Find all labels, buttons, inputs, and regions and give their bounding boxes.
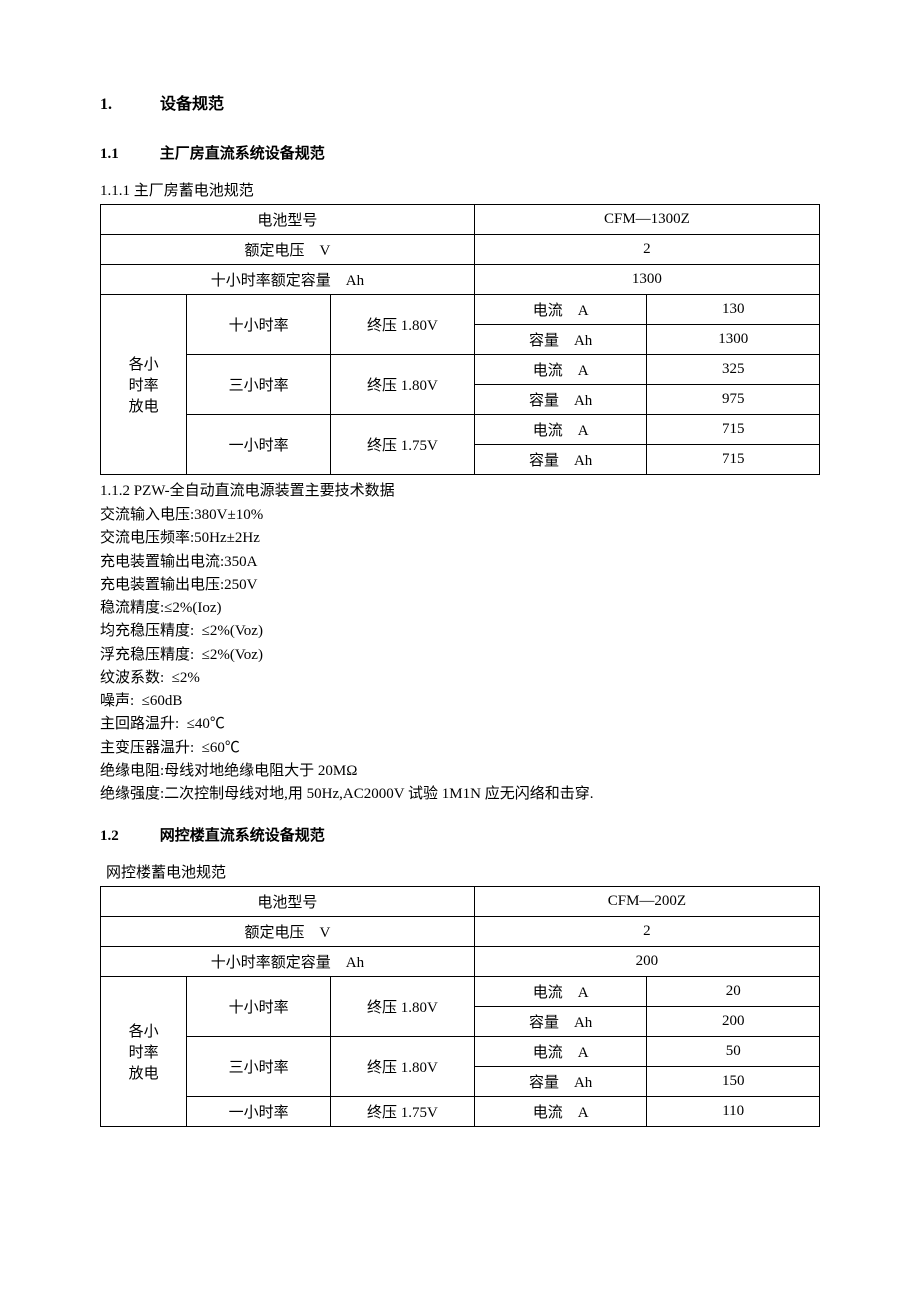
cell-10h-capacity-value: 1300 [474, 265, 819, 295]
spec-line: 稳流精度:≤2%(Ioz) [100, 597, 820, 620]
spec-line: 充电装置输出电压:250V [100, 574, 820, 597]
cell-discharge-group-label: 各小 时率 放电 [101, 977, 187, 1127]
cell-rate-10h: 十小时率 [187, 977, 331, 1037]
table-row: 十小时率额定容量 Ah 200 [101, 947, 820, 977]
heading-1-2-title: 网控楼直流系统设备规范 [160, 828, 325, 844]
cell-current-label: 电流 A [474, 415, 647, 445]
spec-line: 主回路温升: ≤40℃ [100, 713, 820, 736]
cell-endvolt-180: 终压 1.80V [331, 977, 475, 1037]
table-row: 三小时率 终压 1.80V 电流 A 325 [101, 355, 820, 385]
spec-line: 噪声: ≤60dB [100, 690, 820, 713]
heading-1-1-title: 主厂房直流系统设备规范 [160, 146, 325, 162]
cell-current-label: 电流 A [474, 977, 647, 1007]
heading-1-1-number: 1.1 [100, 146, 156, 163]
heading-1-title: 设备规范 [160, 96, 224, 113]
cell-current-label: 电流 A [474, 295, 647, 325]
table-row: 十小时率额定容量 Ah 1300 [101, 265, 820, 295]
cell-rated-voltage-value: 2 [474, 917, 819, 947]
cell-battery-model-label: 电池型号 [101, 205, 475, 235]
pzw-spec-list: 交流输入电压:380V±10% 交流电压频率:50Hz±2Hz 充电装置输出电流… [100, 504, 820, 806]
heading-1-1-2: 1.1.2 PZW-全自动直流电源装置主要技术数据 [100, 479, 820, 500]
spec-line: 绝缘电阻:母线对地绝缘电阻大于 20MΩ [100, 760, 820, 783]
heading-1-1: 1.1 主厂房直流系统设备规范 [100, 142, 820, 163]
spec-line: 交流电压频率:50Hz±2Hz [100, 527, 820, 550]
cell-endvolt-175: 终压 1.75V [331, 415, 475, 475]
subheading-1-2: 网控楼蓄电池规范 [100, 861, 820, 882]
cell-endvolt-180: 终压 1.80V [331, 355, 475, 415]
heading-1-number: 1. [100, 96, 156, 114]
cell-current-label: 电流 A [474, 355, 647, 385]
cell-rate-1h: 一小时率 [187, 415, 331, 475]
cell-capacity-label: 容量 Ah [474, 1067, 647, 1097]
cell-10h-capacity-label: 十小时率额定容量 Ah [101, 947, 475, 977]
cell-capacity-label: 容量 Ah [474, 1007, 647, 1037]
spec-line: 均充稳压精度: ≤2%(Voz) [100, 620, 820, 643]
heading-1-2: 1.2 网控楼直流系统设备规范 [100, 824, 820, 845]
table-row: 额定电压 V 2 [101, 235, 820, 265]
spec-line: 绝缘强度:二次控制母线对地,用 50Hz,AC2000V 试验 1M1N 应无闪… [100, 783, 820, 806]
battery-spec-table-2: 电池型号 CFM—200Z 额定电压 V 2 十小时率额定容量 Ah 200 各… [100, 886, 820, 1127]
cell-capacity-label: 容量 Ah [474, 385, 647, 415]
cell-battery-model-value: CFM—1300Z [474, 205, 819, 235]
spec-line: 纹波系数: ≤2% [100, 667, 820, 690]
cell-current-label: 电流 A [474, 1097, 647, 1127]
cell-battery-model-label: 电池型号 [101, 887, 475, 917]
table-row: 电池型号 CFM—200Z [101, 887, 820, 917]
cell-10h-capacity-value: 200 [474, 947, 819, 977]
heading-1-1-1: 1.1.1 主厂房蓄电池规范 [100, 179, 820, 200]
cell-1h-current: 715 [647, 415, 820, 445]
table-row: 电池型号 CFM—1300Z [101, 205, 820, 235]
cell-rate-3h: 三小时率 [187, 1037, 331, 1097]
cell-3h-current: 325 [647, 355, 820, 385]
battery-spec-table-1: 电池型号 CFM—1300Z 额定电压 V 2 十小时率额定容量 Ah 1300… [100, 204, 820, 475]
cell-capacity-label: 容量 Ah [474, 325, 647, 355]
cell-10h-current: 20 [647, 977, 820, 1007]
cell-current-label: 电流 A [474, 1037, 647, 1067]
table-row: 三小时率 终压 1.80V 电流 A 50 [101, 1037, 820, 1067]
spec-line: 浮充稳压精度: ≤2%(Voz) [100, 644, 820, 667]
spec-line: 主变压器温升: ≤60℃ [100, 737, 820, 760]
cell-10h-current: 130 [647, 295, 820, 325]
cell-rated-voltage-value: 2 [474, 235, 819, 265]
heading-1: 1. 设备规范 [100, 90, 820, 114]
cell-1h-cap: 715 [647, 445, 820, 475]
heading-1-2-number: 1.2 [100, 828, 156, 845]
spec-line: 交流输入电压:380V±10% [100, 504, 820, 527]
cell-rate-3h: 三小时率 [187, 355, 331, 415]
table-row: 各小 时率 放电 十小时率 终压 1.80V 电流 A 130 [101, 295, 820, 325]
table-row: 一小时率 终压 1.75V 电流 A 110 [101, 1097, 820, 1127]
cell-capacity-label: 容量 Ah [474, 445, 647, 475]
table-row: 一小时率 终压 1.75V 电流 A 715 [101, 415, 820, 445]
cell-3h-cap: 150 [647, 1067, 820, 1097]
cell-endvolt-180: 终压 1.80V [331, 1037, 475, 1097]
table-row: 额定电压 V 2 [101, 917, 820, 947]
cell-10h-capacity-label: 十小时率额定容量 Ah [101, 265, 475, 295]
spec-line: 充电装置输出电流:350A [100, 551, 820, 574]
cell-1h-current: 110 [647, 1097, 820, 1127]
table-row: 各小 时率 放电 十小时率 终压 1.80V 电流 A 20 [101, 977, 820, 1007]
cell-rated-voltage-label: 额定电压 V [101, 917, 475, 947]
cell-10h-cap: 200 [647, 1007, 820, 1037]
cell-battery-model-value: CFM—200Z [474, 887, 819, 917]
cell-rated-voltage-label: 额定电压 V [101, 235, 475, 265]
cell-endvolt-175: 终压 1.75V [331, 1097, 475, 1127]
cell-discharge-group-label: 各小 时率 放电 [101, 295, 187, 475]
cell-10h-cap: 1300 [647, 325, 820, 355]
cell-3h-cap: 975 [647, 385, 820, 415]
cell-rate-1h: 一小时率 [187, 1097, 331, 1127]
cell-3h-current: 50 [647, 1037, 820, 1067]
cell-endvolt-180: 终压 1.80V [331, 295, 475, 355]
cell-rate-10h: 十小时率 [187, 295, 331, 355]
